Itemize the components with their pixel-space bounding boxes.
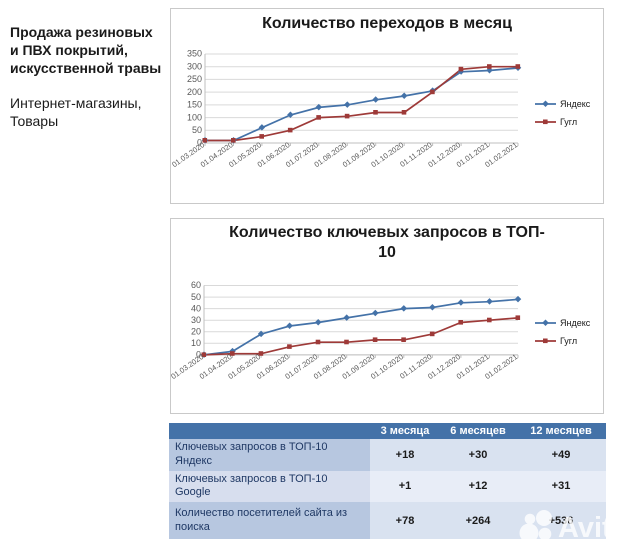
svg-text:Гугл: Гугл (560, 336, 577, 346)
svg-text:40: 40 (191, 303, 201, 313)
svg-text:Avito: Avito (558, 512, 624, 540)
svg-text:10: 10 (191, 338, 201, 348)
svg-text:01.02.2021: 01.02.2021 (483, 352, 519, 381)
svg-text:Яндекс: Яндекс (560, 99, 591, 109)
svg-text:60: 60 (191, 280, 201, 290)
svg-text:250: 250 (187, 74, 202, 84)
svg-text:100: 100 (187, 112, 202, 122)
svg-text:50: 50 (191, 292, 201, 302)
svg-text:Яндекс: Яндекс (560, 318, 591, 328)
svg-text:300: 300 (187, 61, 202, 71)
svg-text:20: 20 (191, 327, 201, 337)
svg-text:01.02.2021: 01.02.2021 (483, 140, 519, 169)
svg-text:50: 50 (192, 125, 202, 135)
svg-text:Гугл: Гугл (560, 117, 577, 127)
svg-text:150: 150 (187, 100, 202, 110)
svg-text:200: 200 (187, 87, 202, 97)
svg-text:30: 30 (191, 315, 201, 325)
svg-text:350: 350 (187, 49, 202, 59)
